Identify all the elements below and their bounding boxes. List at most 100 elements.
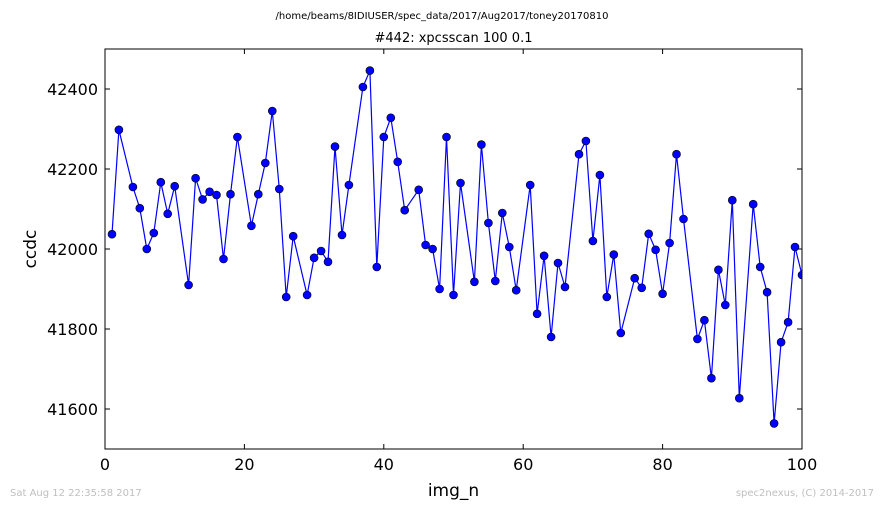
data-point (574, 149, 584, 159)
y-tick-label: 42400 (47, 80, 98, 99)
data-point (337, 230, 347, 240)
data-point (302, 290, 312, 300)
data-point (504, 242, 514, 252)
x-axis-label: img_n (428, 481, 479, 501)
plot-frame (104, 48, 803, 450)
data-point (595, 170, 605, 180)
data-point (135, 203, 145, 213)
data-point (330, 142, 340, 151)
data-point (233, 132, 242, 142)
data-point (790, 242, 800, 252)
data-point (769, 419, 779, 428)
data-point (553, 258, 563, 268)
data-point (316, 246, 326, 256)
data-point (609, 250, 619, 259)
data-point (365, 66, 375, 75)
data-point (734, 393, 744, 403)
data-point (226, 189, 235, 199)
data-point (602, 292, 612, 302)
data-point (755, 262, 765, 272)
data-point (644, 229, 654, 239)
data-point (693, 334, 702, 344)
data-point (198, 195, 207, 204)
y-tick-label: 41600 (47, 400, 98, 419)
data-point (128, 182, 138, 192)
data-point (762, 287, 772, 297)
data-point (665, 238, 674, 248)
data-point (107, 229, 117, 239)
data-point (672, 149, 681, 159)
data-point (386, 113, 396, 123)
data-point (497, 208, 507, 218)
data-point (588, 236, 598, 246)
data-point (184, 280, 193, 290)
data-point (456, 178, 465, 188)
x-tick-label: 60 (513, 455, 533, 474)
series-line (111, 70, 802, 424)
data-point (142, 244, 152, 254)
data-point (260, 158, 270, 168)
y-tick-label: 41800 (47, 320, 98, 339)
data-point (630, 273, 640, 283)
data-point (212, 190, 221, 200)
data-point (281, 292, 291, 302)
x-tick-label: 20 (234, 455, 254, 474)
data-point (797, 270, 802, 280)
data-point (539, 251, 549, 261)
chart-suptitle: /home/beams/8IDIUSER/spec_data/2017/Aug2… (276, 11, 609, 22)
data-point (114, 125, 124, 135)
data-point (274, 184, 284, 194)
y-axis-label: ccdc (21, 230, 41, 269)
data-point (470, 277, 479, 287)
data-point (748, 199, 758, 209)
data-point (776, 337, 786, 347)
data-point (170, 181, 179, 191)
data-point (428, 244, 437, 254)
footer-timestamp: Sat Aug 12 22:35:58 2017 (10, 488, 142, 499)
data-point (442, 132, 451, 142)
x-tick-label: 80 (652, 455, 672, 474)
data-point (421, 240, 430, 250)
data-point (511, 285, 521, 295)
x-tick-label: 100 (787, 455, 818, 474)
data-point (288, 231, 298, 241)
data-point (490, 276, 500, 286)
data-point (484, 218, 493, 228)
data-point (720, 300, 730, 310)
data-point (637, 283, 647, 293)
data-point (525, 180, 535, 190)
data-point (581, 136, 591, 146)
chart-title: #442: xpcsscan 100 0.1 (375, 31, 533, 46)
data-point (149, 228, 159, 238)
data-point (714, 265, 723, 275)
data-point (163, 209, 172, 219)
x-tick-label: 40 (374, 455, 394, 474)
data-point (309, 253, 319, 263)
data-point (191, 173, 200, 183)
y-tick-label: 42200 (47, 160, 98, 179)
data-point (532, 309, 542, 319)
data-point (414, 185, 424, 195)
data-point (205, 187, 214, 197)
plot-area: 0 20 40 60 80 100 41600 41800 42000 42200 42400 (47, 48, 818, 474)
footer-credit: spec2nexus, (C) 2014-2017 (735, 488, 874, 499)
data-point (679, 214, 688, 224)
data-point (156, 177, 166, 187)
data-point (400, 205, 410, 215)
data-point (477, 140, 486, 149)
data-point (651, 245, 660, 255)
data-point (372, 262, 382, 272)
data-point (435, 284, 444, 294)
data-point (616, 328, 626, 338)
data-point (393, 157, 403, 167)
data-point (700, 315, 709, 325)
data-point (323, 257, 333, 267)
data-point (358, 82, 368, 92)
data-point (546, 332, 556, 342)
data-point (247, 221, 256, 231)
data-point (658, 289, 667, 299)
data-point (783, 317, 793, 327)
data-point (267, 106, 277, 116)
data-point (379, 132, 389, 142)
